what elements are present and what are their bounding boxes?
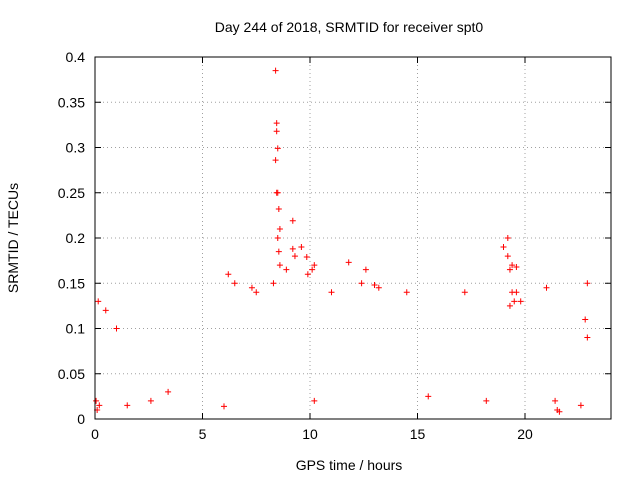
y-tick-label: 0.4 xyxy=(66,49,86,65)
data-point xyxy=(358,280,365,287)
data-point xyxy=(362,266,369,273)
data-point xyxy=(504,253,511,260)
data-point xyxy=(298,244,305,251)
data-point xyxy=(273,128,280,135)
data-point xyxy=(509,262,516,269)
data-point xyxy=(276,225,283,232)
data-point xyxy=(461,289,468,296)
data-point xyxy=(513,263,520,270)
y-tick-label: 0.1 xyxy=(66,321,86,337)
data-point xyxy=(483,397,490,404)
data-points xyxy=(93,67,591,415)
y-tick-label: 0.05 xyxy=(58,366,85,382)
data-point xyxy=(225,271,232,278)
data-point xyxy=(511,298,518,305)
x-tick-label: 0 xyxy=(91,426,99,442)
data-point xyxy=(95,298,102,305)
data-point xyxy=(311,262,318,269)
x-tick-label: 20 xyxy=(517,426,533,442)
y-tick-label: 0.35 xyxy=(58,94,85,110)
y-axis: 0 0.05 0.1 0.15 0.2 0.25 0.3 0.35 0.4 xyxy=(58,49,611,427)
chart-title: Day 244 of 2018, SRMTID for receiver spt… xyxy=(215,19,484,35)
data-point xyxy=(582,316,589,323)
data-point xyxy=(584,280,591,287)
data-point xyxy=(124,402,131,409)
data-point xyxy=(289,245,296,252)
data-point xyxy=(231,280,238,287)
data-point xyxy=(375,284,382,291)
data-point xyxy=(102,307,109,314)
x-tick-label: 10 xyxy=(302,426,318,442)
data-point xyxy=(506,302,513,309)
data-point xyxy=(272,157,279,164)
data-point xyxy=(345,259,352,266)
data-point xyxy=(425,393,432,400)
data-point xyxy=(371,282,378,289)
y-tick-label: 0.2 xyxy=(66,230,86,246)
data-point xyxy=(274,145,281,152)
data-point xyxy=(248,284,255,291)
x-tick-label: 15 xyxy=(410,426,426,442)
x-axis: 0 5 10 15 20 xyxy=(91,57,533,442)
data-point xyxy=(509,289,516,296)
x-axis-label: GPS time / hours xyxy=(296,457,403,473)
data-point xyxy=(276,262,283,269)
data-point xyxy=(517,298,524,305)
data-point xyxy=(221,403,227,410)
data-point xyxy=(556,408,563,415)
data-point xyxy=(504,235,511,241)
data-point xyxy=(289,217,296,224)
data-point xyxy=(584,334,591,341)
data-point xyxy=(500,244,507,251)
data-point xyxy=(304,271,311,278)
data-point xyxy=(96,402,103,409)
data-point xyxy=(552,397,559,404)
data-point xyxy=(113,325,120,332)
data-point xyxy=(303,254,310,261)
data-point xyxy=(291,253,298,260)
data-point xyxy=(275,248,282,255)
data-point xyxy=(311,397,318,404)
data-point xyxy=(273,120,280,127)
data-point xyxy=(506,266,513,273)
plot-frame xyxy=(94,56,612,420)
data-point xyxy=(274,189,281,196)
data-point xyxy=(543,284,550,291)
y-tick-label: 0.15 xyxy=(58,275,85,291)
y-tick-label: 0.25 xyxy=(58,185,85,201)
data-point xyxy=(283,266,290,273)
data-point xyxy=(328,289,335,296)
data-point xyxy=(274,235,281,241)
data-point xyxy=(577,402,584,409)
x-tick-label: 5 xyxy=(199,426,207,442)
data-point xyxy=(272,67,279,74)
grid-lines xyxy=(95,57,611,419)
data-point xyxy=(165,388,172,395)
y-tick-label: 0.3 xyxy=(66,140,86,156)
y-axis-label: SRMTID / TECUs xyxy=(5,183,21,293)
data-point xyxy=(93,397,100,404)
data-point xyxy=(147,397,154,404)
y-tick-label: 0 xyxy=(77,411,85,427)
data-point xyxy=(403,289,410,296)
data-point xyxy=(253,289,260,296)
data-point xyxy=(309,266,316,273)
data-point xyxy=(270,280,277,287)
data-point xyxy=(275,206,282,213)
